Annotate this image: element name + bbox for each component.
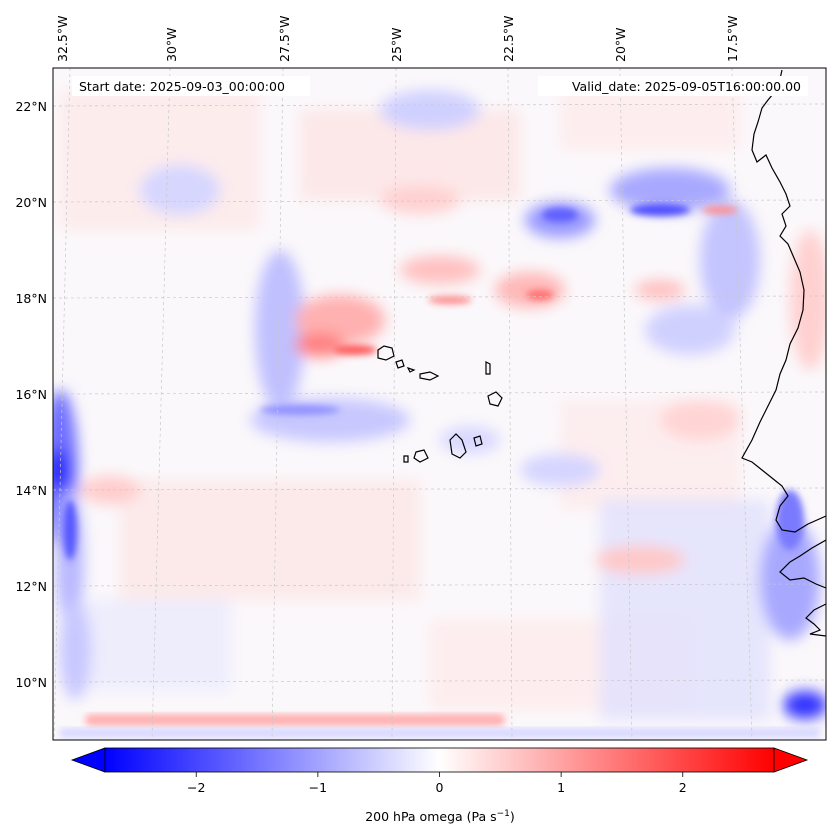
valid-date-label: Valid_date: 2025-09-05T16:00:00.00 (572, 79, 801, 94)
colorbar: −2 −1 0 1 2 200 hPa omega (Pa s−1) (70, 747, 809, 824)
valid-date-box: Valid_date: 2025-09-05T16:00:00.00 (538, 76, 808, 96)
coastline (741, 69, 826, 637)
longitude-labels: 32.5°W 30°W 27.5°W 25°W 22.5°W 20°W 17.5… (55, 16, 740, 62)
island-sao-nicolau (419, 371, 440, 381)
colorbar-tick-label: −1 (309, 780, 327, 795)
field-blob (440, 426, 500, 454)
field-streak (428, 296, 472, 304)
field-blob (783, 691, 826, 719)
island-sao-vicente (395, 359, 405, 369)
cape-verde-islands (377, 345, 503, 463)
lat-label: 12°N (15, 579, 47, 594)
field-blob (80, 600, 230, 690)
lat-label: 18°N (15, 291, 47, 306)
field-blob (790, 230, 826, 370)
field-streak (63, 500, 77, 560)
colorbar-tick-label: 1 (557, 780, 565, 795)
colorbar-label-close: ) (510, 809, 515, 824)
field-streak (702, 206, 738, 214)
valid-date-background (538, 76, 808, 96)
boundary-blue-band (60, 728, 820, 738)
colorbar-tick-label: 0 (436, 780, 444, 795)
boundary-red-band (85, 714, 505, 726)
lon-label: 27.5°W (277, 16, 292, 62)
guinea-coast (805, 603, 826, 637)
colorbar-tick-label: −2 (187, 780, 205, 795)
colorbar-label-main: 200 hPa omega (Pa s (365, 809, 496, 824)
island-maio (473, 435, 483, 447)
island-boa-vista (487, 391, 503, 407)
field-blob (560, 90, 740, 150)
island-brava (403, 455, 409, 463)
field-blob (255, 250, 305, 410)
island-sal (485, 361, 491, 375)
lat-label: 22°N (15, 99, 47, 114)
field-blob (380, 186, 460, 214)
field-streak (333, 345, 377, 355)
lon-label: 20°W (613, 27, 628, 62)
field-blob (295, 333, 345, 357)
lat-label: 20°N (15, 195, 47, 210)
field-blob (635, 280, 685, 300)
island-fogo (413, 449, 429, 463)
lon-label: 30°W (164, 27, 179, 62)
colorbar-ticks: −2 −1 0 1 2 (187, 772, 687, 795)
colorbar-body (104, 747, 775, 773)
field-blob (140, 165, 220, 215)
latitude-labels: 22°N 20°N 18°N 16°N 14°N 12°N 10°N (15, 99, 47, 690)
graticule (53, 68, 826, 740)
island-santo-antao (377, 345, 395, 361)
lon-label: 22.5°W (501, 16, 516, 62)
field-blob (400, 256, 480, 284)
omega-field-detail (63, 204, 804, 560)
field-streak (630, 204, 690, 216)
field-blob (610, 168, 730, 212)
field-blob (600, 500, 770, 720)
lat-label: 10°N (15, 675, 47, 690)
map-frame (52, 67, 827, 741)
omega-field-map (53, 68, 826, 740)
lon-label: 32.5°W (55, 16, 70, 62)
start-date-box: Start date: 2025-09-03_00:00:00 (72, 76, 310, 96)
field-blob (660, 400, 740, 440)
start-date-background (72, 76, 310, 96)
start-date-label: Start date: 2025-09-03_00:00:00 (79, 79, 285, 94)
field-streak (542, 208, 578, 222)
colorbar-label-exp: −1 (497, 809, 510, 819)
field-blob (59, 600, 91, 700)
omega-field-shading (53, 90, 826, 720)
island-santiago (449, 433, 467, 459)
field-blob (645, 305, 735, 355)
field-blob (700, 200, 760, 320)
lon-label: 25°W (389, 27, 404, 62)
field-blob (495, 272, 565, 308)
field-blob (295, 295, 385, 345)
colorbar-label: 200 hPa omega (Pa s−1) (365, 809, 515, 824)
field-blob (595, 546, 685, 574)
lat-label: 16°N (15, 387, 47, 402)
field-blob (380, 90, 480, 130)
lat-label: 14°N (15, 483, 47, 498)
field-streak (526, 290, 554, 300)
colorbar-under-arrow (70, 747, 106, 773)
field-blob (520, 454, 600, 486)
senegal-coast (779, 539, 826, 589)
field-blob (120, 480, 420, 600)
colorbar-over-arrow (773, 747, 809, 773)
field-streak (776, 490, 804, 550)
africa-coastline (741, 69, 826, 533)
lon-label: 17.5°W (725, 16, 740, 62)
field-blob (250, 398, 410, 442)
island-santa-luzia (406, 366, 416, 373)
field-blob (53, 448, 68, 492)
field-streak (260, 405, 340, 415)
colorbar-tick-label: 2 (679, 780, 687, 795)
